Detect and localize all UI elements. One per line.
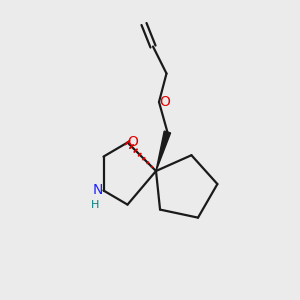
Text: O: O [159, 95, 170, 109]
Text: H: H [91, 200, 99, 210]
Polygon shape [156, 131, 171, 171]
Text: O: O [128, 135, 138, 149]
Text: N: N [93, 183, 103, 196]
